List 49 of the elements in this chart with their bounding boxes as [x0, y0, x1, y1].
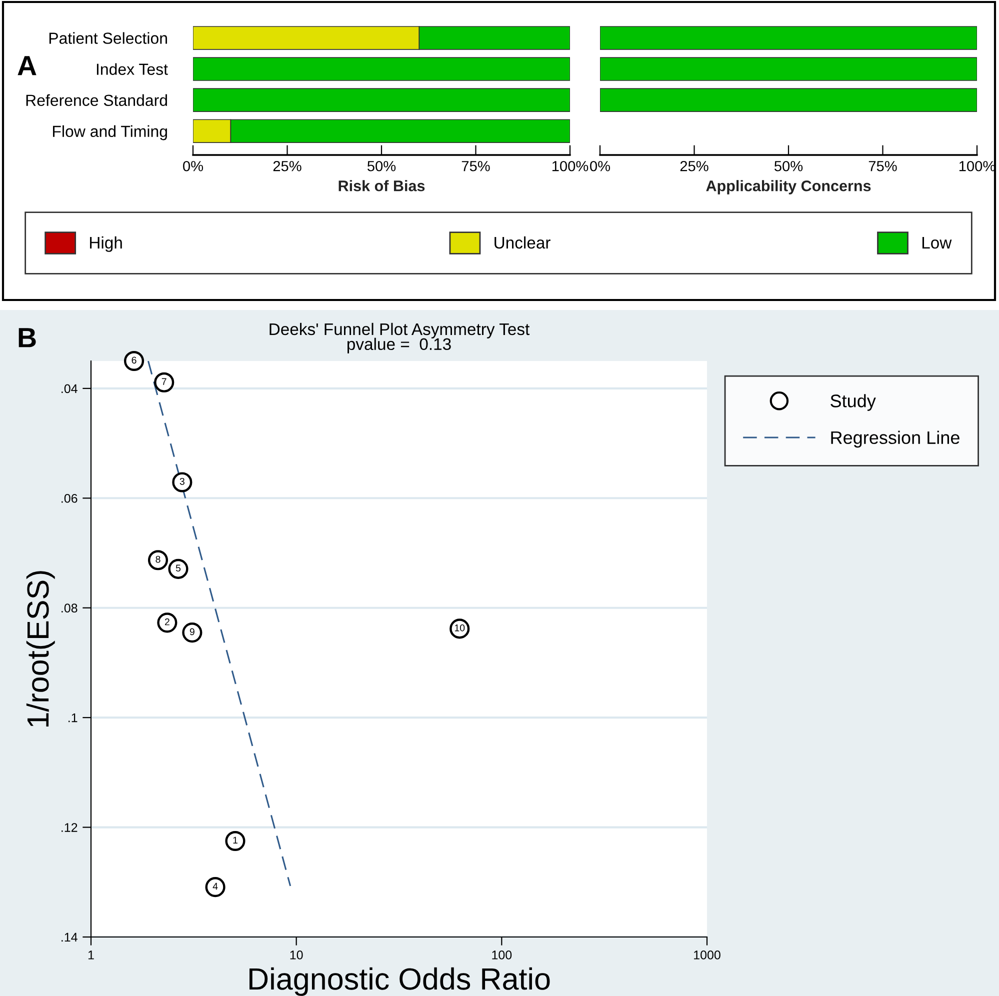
x-tick-label: 25% [680, 160, 708, 172]
annotation: 9 [190, 628, 194, 636]
y-tick-label: .04 [62, 384, 78, 394]
legend-label: Low [922, 236, 952, 249]
y-tick-label: .06 [62, 494, 78, 503]
annotation: 5 [176, 564, 181, 572]
x-axis-title: Risk of Bias [338, 180, 425, 192]
legend-label: High [90, 236, 122, 252]
y-tick-label: .08 [62, 604, 78, 613]
y-tick-label: Index Test [96, 63, 168, 75]
y-tick-label: Patient Selection [49, 32, 167, 44]
chart-subtitle: pvalue = 0.13 [347, 338, 451, 354]
x-tick-label: 100 [492, 950, 512, 960]
x-tick-label: 75% [462, 161, 490, 172]
x-axis-title: Applicability Concerns [706, 180, 871, 194]
annotation: 2 [164, 618, 170, 626]
legend-label: Regression Line [831, 430, 960, 448]
annotation: 4 [212, 882, 218, 890]
x-tick-label: 50% [774, 160, 803, 172]
text: B [18, 328, 36, 348]
x-tick-label: 100% [959, 160, 996, 172]
x-axis-title: Diagnostic Odds Ratio [250, 967, 550, 996]
y-axis-title: 1/root(ESS) [26, 571, 55, 726]
chart-title: Deeks' Funnel Plot Asymmetry Test [270, 322, 530, 338]
y-tick-label: .12 [62, 823, 78, 832]
annotation: 6 [132, 356, 136, 364]
text: A [18, 56, 36, 76]
annotation: 10 [454, 624, 465, 632]
x-tick-label: 50% [367, 160, 396, 172]
x-tick-label: 1 [88, 950, 94, 960]
y-tick-label: .14 [62, 932, 78, 942]
x-tick-label: 1000 [694, 950, 720, 960]
annotation: 3 [180, 478, 184, 485]
bar [193, 57, 570, 81]
annotation: 7 [162, 378, 166, 385]
y-tick-label: .1 [68, 714, 78, 722]
x-tick-label: 25% [273, 160, 302, 172]
legend-label: Unclear [494, 236, 550, 249]
legend-label: Study [830, 394, 876, 411]
x-tick-label: 100% [552, 160, 588, 172]
x-tick-label: 0% [183, 160, 204, 172]
annotation: 1 [233, 836, 238, 844]
x-tick-label: 0% [590, 160, 610, 172]
annotation: 8 [156, 556, 160, 563]
bar [193, 88, 570, 112]
x-tick-label: 10 [290, 950, 303, 960]
x-tick-label: 75% [868, 161, 897, 172]
y-tick-label: Flow and Timing [53, 125, 167, 140]
y-tick-label: Reference Standard [26, 94, 167, 106]
